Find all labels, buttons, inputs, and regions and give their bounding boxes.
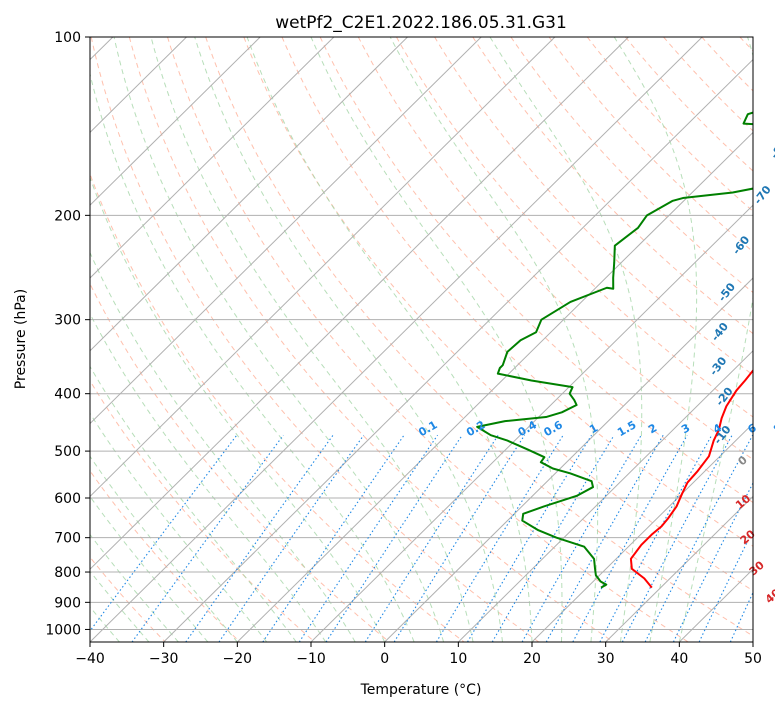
mixing-ratio-line [644,434,753,642]
isotherm-line [90,37,703,642]
axes: −40 −30 −20 −10 0 10 20 30 40 50 100 200 300 400 500 60… [45,30,762,667]
x-tick-label: 30 [597,651,615,667]
y-axis-label: Pressure (hPa) [13,289,29,389]
x-tick-label: 10 [449,651,467,667]
moist-adiabat [90,251,356,642]
mixing-ratio-line [572,434,688,642]
moist-adiabat [389,37,599,642]
x-tick-label: −10 [296,651,326,667]
x-tick-label: −20 [223,651,253,667]
y-tick-label: 600 [54,491,81,507]
isotherm-line [90,37,261,206]
moist-adiabat [90,412,268,642]
temperature-trace [629,368,753,589]
moist-adiabat [90,365,297,642]
moist-adiabat [613,37,698,642]
y-tick-label: 1000 [45,622,81,638]
mixing-ratio-line [218,434,365,642]
x-tick-label: 40 [670,651,688,667]
moist-adiabat [310,37,563,642]
y-tick-label: 800 [54,565,81,581]
isotherm-line [531,422,753,642]
mixing-ratio-line [521,434,642,642]
dry-adiabat [548,37,753,253]
isotherm-line [90,37,556,498]
moist-adiabat [90,533,179,642]
moist-adiabat [246,37,533,642]
dry-adiabat [625,37,753,172]
mixing-ratio-line [435,434,564,642]
mixing-ratio-label: 8 [771,421,775,436]
isotherm-line [457,350,753,642]
y-tick-label: 500 [54,444,81,460]
y-tick-label: 300 [54,313,81,329]
mixing-ratio-line [262,434,405,642]
x-tick-label: 0 [380,651,389,667]
y-tick-label: 900 [54,595,81,611]
dry-adiabat [357,37,753,461]
isotherm-line [90,37,629,570]
y-tick-label: 100 [54,30,81,46]
chart-title: wetPf2_C2E1.2022.186.05.31.G31 [275,13,567,33]
mixing-ratio-line [545,434,664,642]
dry-adiabat [510,37,753,294]
dry-adiabat [167,37,689,642]
isotherm-line [90,37,335,279]
dry-adiabat [90,172,465,642]
dry-adiabat [128,37,614,642]
isotherm-line [384,277,753,642]
moist-adiabat [90,455,238,642]
isotherm-line [163,58,753,642]
theta-label: -80 [768,137,775,161]
x-tick-label: 50 [744,651,762,667]
x-tick-label: 20 [523,651,541,667]
y-tick-label: 700 [54,531,81,547]
isotherm-line [605,495,753,642]
mixing-ratio-line [491,434,615,642]
moist-adiabat [90,176,386,642]
mixing-ratio-line [599,434,713,642]
isotherm-line [236,131,753,642]
moist-adiabat [90,495,209,642]
isotherm-line [310,204,753,642]
x-axis-label: Temperature (°C) [360,682,482,698]
moist-adiabat [113,37,445,642]
dry-adiabat [205,37,753,637]
dry-adiabat [281,37,753,547]
mixing-ratio-line [467,434,592,642]
dry-adiabat [90,37,540,642]
dry-adiabat [434,37,753,376]
isotherm-line [90,37,408,352]
dewpoint-trace [476,111,753,589]
mixing-ratio-line [698,529,753,642]
isotherm-line [90,37,482,425]
dry-adiabat [90,282,390,642]
y-tick-label: 400 [54,387,81,403]
mixing-ratio-line [131,434,284,642]
mixing-ratio-line [364,434,499,642]
background-grid [90,37,753,642]
x-tick-label: −30 [149,651,179,667]
moist-adiabat [489,37,643,642]
dry-adiabat [396,37,753,418]
y-tick-label: 200 [54,208,81,224]
plot-frame [89,36,754,643]
series-layer [476,111,753,589]
dry-adiabat [319,37,753,504]
dry-adiabat [243,37,753,592]
mixing-ratio-line [393,434,526,642]
x-tick-label: −40 [75,651,105,667]
